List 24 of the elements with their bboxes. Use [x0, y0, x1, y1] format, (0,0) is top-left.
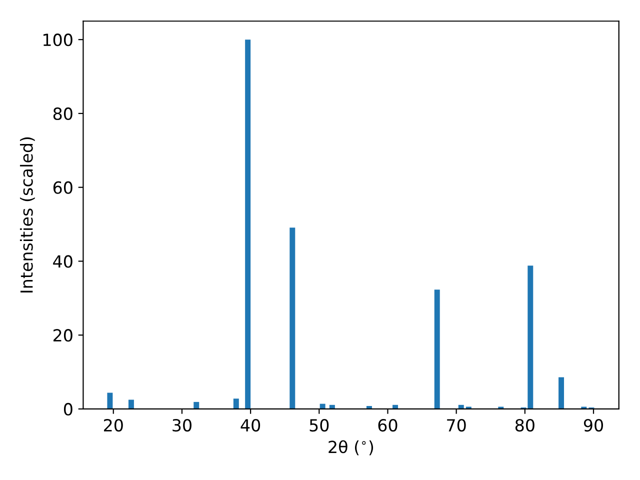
y-tick-label: 60: [53, 181, 72, 194]
x-tick-label: 50: [310, 418, 329, 432]
bar: [128, 400, 134, 409]
x-tick-label: 60: [378, 418, 398, 432]
y-tick-label: 0: [64, 402, 72, 416]
bar: [194, 402, 200, 409]
y-tick-label: 40: [53, 255, 72, 268]
bar: [233, 398, 239, 409]
y-tick-label: 100: [43, 34, 72, 46]
x-axis-title: 2θ ($^{∘}$): [328, 440, 374, 456]
bar: [245, 40, 251, 409]
x-tick-label: 30: [172, 418, 192, 432]
y-tick-label: 20: [53, 329, 72, 342]
x-tick-label: 80: [515, 418, 534, 432]
x-tick-label: 90: [584, 418, 603, 432]
x-tick-label: 70: [447, 418, 466, 432]
x-tick-label: 40: [240, 418, 260, 432]
x-tick-label: 20: [104, 418, 123, 432]
y-tick-label: 80: [53, 107, 72, 120]
y-axis-title: Intensities (scaled): [20, 137, 35, 292]
bar: [107, 392, 113, 409]
bar: [434, 290, 440, 409]
bar: [290, 228, 296, 409]
bar: [558, 377, 564, 409]
